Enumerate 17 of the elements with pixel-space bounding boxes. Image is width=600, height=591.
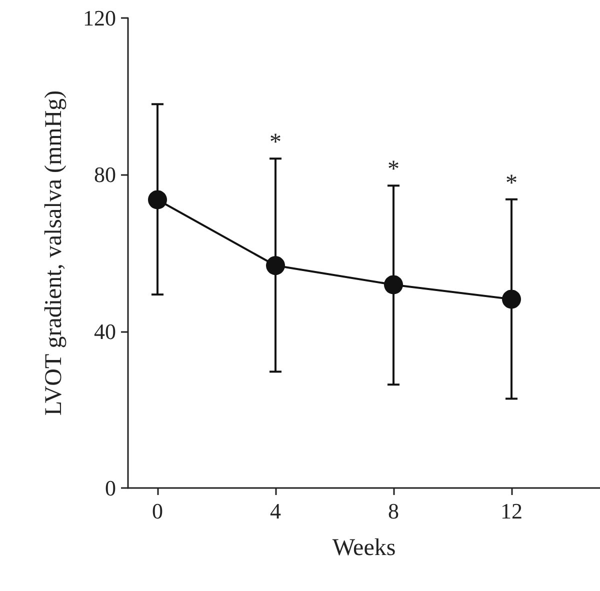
x-tick-label: 8 [388,498,399,524]
annotation: * [388,156,400,183]
x-tick-label: 0 [152,498,163,524]
x-tick-label: 4 [270,498,281,524]
y-tick-label: 0 [105,476,116,500]
x-axis-title: Weeks [332,535,396,561]
y-axis-title: LVOT gradient, valsalva (mmHg) [41,90,67,416]
y-tick-label: 80 [94,162,116,188]
y-tick-label: 40 [94,318,116,344]
y-tick-label: 120 [83,6,116,30]
point [266,256,285,276]
annotation: * [506,170,518,196]
annotation: * [270,130,282,156]
point [384,275,403,294]
x-tick-label: 12 [500,498,522,524]
point [502,290,521,309]
point [148,190,167,210]
